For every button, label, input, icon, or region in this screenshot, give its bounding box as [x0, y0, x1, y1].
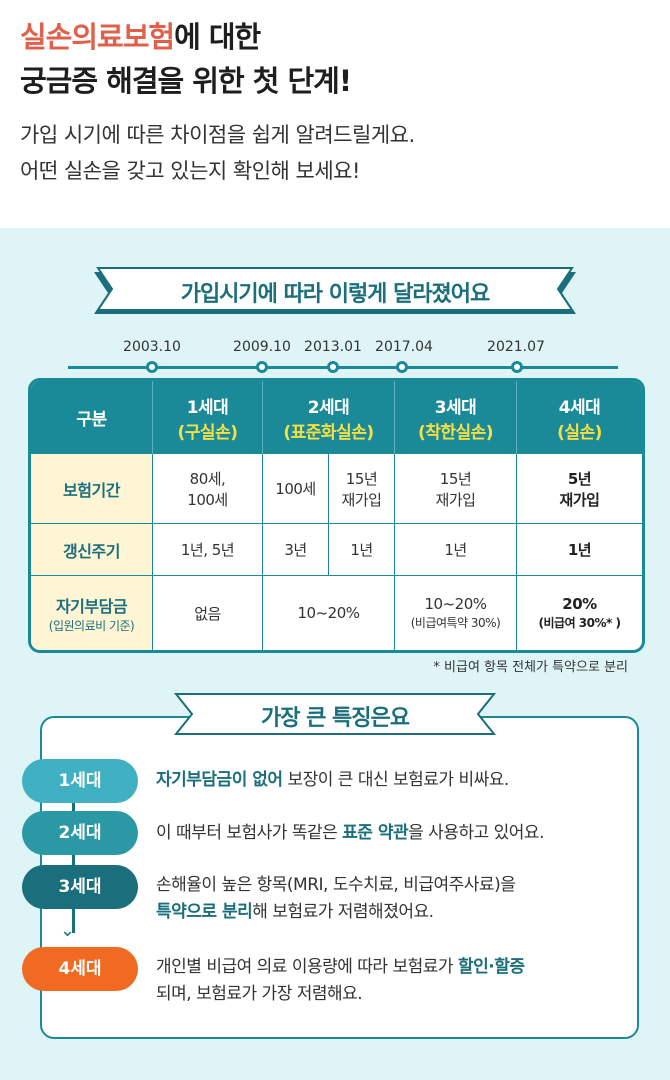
header-gen1: 1세대 (구실손)	[153, 381, 263, 454]
header-label: 구분	[31, 381, 153, 454]
table-cell: 1년	[517, 524, 642, 576]
table-cell: 10~20%	[263, 576, 395, 650]
ribbon-shape	[94, 267, 576, 314]
table-cell: 80세, 100세	[153, 454, 263, 524]
timeline-dot	[511, 361, 523, 373]
timeline-dot	[146, 361, 158, 373]
section-title-ribbon: 가입시기에 따라 이렇게 달라졌어요	[88, 266, 582, 320]
table-cell: 1년, 5년	[153, 524, 263, 576]
row-label: 자기부담금 (입원의료비 기준)	[31, 576, 153, 650]
table-cell: 20% (비급여 30%* )	[538, 595, 621, 630]
table-cell: 5년 재가입	[517, 454, 642, 524]
gen3-description: 손해율이 높은 항목(MRI, 도수치료, 비급여주사료)을 특약으로 분리해 보…	[156, 875, 516, 922]
intro-section: 실손의료보험에 대한 궁금증 해결을 위한 첫 단계! 가입 시기에 따른 차이…	[0, 0, 670, 228]
timeline-date: 2009.10	[233, 339, 291, 355]
table-row: 자기부담금 (입원의료비 기준) 없음 10~20% 10~20% (비급여특약 3…	[31, 576, 642, 650]
header-gen4: 4세대 (실손)	[517, 381, 642, 454]
ribbon-shape	[173, 693, 497, 735]
timeline-date: 2013.01	[304, 339, 362, 355]
timeline-date: 2021.07	[487, 339, 545, 355]
table-cell: 없음	[153, 576, 263, 650]
table-cell: 15년 재가입	[395, 454, 517, 524]
row-label: 갱신주기	[31, 524, 153, 576]
gen3-badge: 3세대	[22, 865, 138, 909]
timeline-line	[68, 366, 618, 369]
timeline-date: 2017.04	[375, 339, 433, 355]
table-row: 보험기간 80세, 100세 100세 15년 재가입 15년 재가입 5년 재가입	[31, 454, 642, 524]
gen2-badge: 2세대	[22, 811, 138, 855]
lead-text-line2: 어떤 실손을 갖고 있는지 확인해 보세요!	[20, 159, 360, 183]
table-cell: 15년 재가입	[329, 454, 395, 524]
row-label: 보험기간	[31, 454, 153, 524]
gen4-badge: 4세대	[22, 947, 138, 991]
footnote: * 비급여 항목 전체가 특약으로 분리	[433, 660, 628, 675]
section-title-text: 가입시기에 따라 이렇게 달라졌어요	[180, 282, 491, 307]
gen4-description: 개인별 비급여 의료 이용량에 따라 보험료가 할인·할증 되며, 보험료가 가장…	[156, 957, 525, 1004]
table-cell: 1년	[329, 524, 395, 576]
section-title-ribbon: 가장 큰 특징은요	[172, 690, 498, 738]
gen2-description: 이 때부터 보험사가 똑같은 표준 약관을 사용하고 있어요.	[156, 823, 544, 843]
timeline-dot	[256, 361, 268, 373]
comparison-table: 구분 1세대 (구실손) 2세대 (표준화실손) 3세대 (착한실손) 4세대 (실손)…	[28, 378, 645, 653]
features-card	[40, 716, 639, 1039]
table-header-row: 구분 1세대 (구실손) 2세대 (표준화실손) 3세대 (착한실손) 4세대 (실손)	[31, 381, 642, 454]
arrow-down-icon: ⌄	[60, 920, 76, 941]
header-gen3: 3세대 (착한실손)	[395, 381, 517, 454]
header-gen2: 2세대 (표준화실손)	[263, 381, 395, 454]
table-row: 갱신주기 1년, 5년 3년 1년 1년 1년	[31, 524, 642, 576]
section-title-text: 가장 큰 특징은요	[261, 706, 410, 731]
page-title-line2: 궁금증 해결을 위한 첫 단계!	[20, 64, 352, 98]
table-cell: 1년	[395, 524, 517, 576]
gen1-description: 자기부담금이 없어 보장이 큰 대신 보험료가 비싸요.	[156, 770, 509, 790]
lead-text-line1: 가입 시기에 따른 차이점을 쉽게 알려드릴게요.	[20, 123, 415, 147]
gen1-badge: 1세대	[22, 759, 138, 803]
timeline-dot	[396, 361, 408, 373]
table-cell: 100세	[263, 454, 329, 524]
table-cell: 10~20% (비급여특약 30%)	[395, 576, 517, 650]
timeline-dot	[327, 361, 339, 373]
timeline-date: 2003.10	[123, 339, 181, 355]
table-cell: 3년	[263, 524, 329, 576]
page-title-line1: 실손의료보험에 대한	[20, 20, 261, 54]
